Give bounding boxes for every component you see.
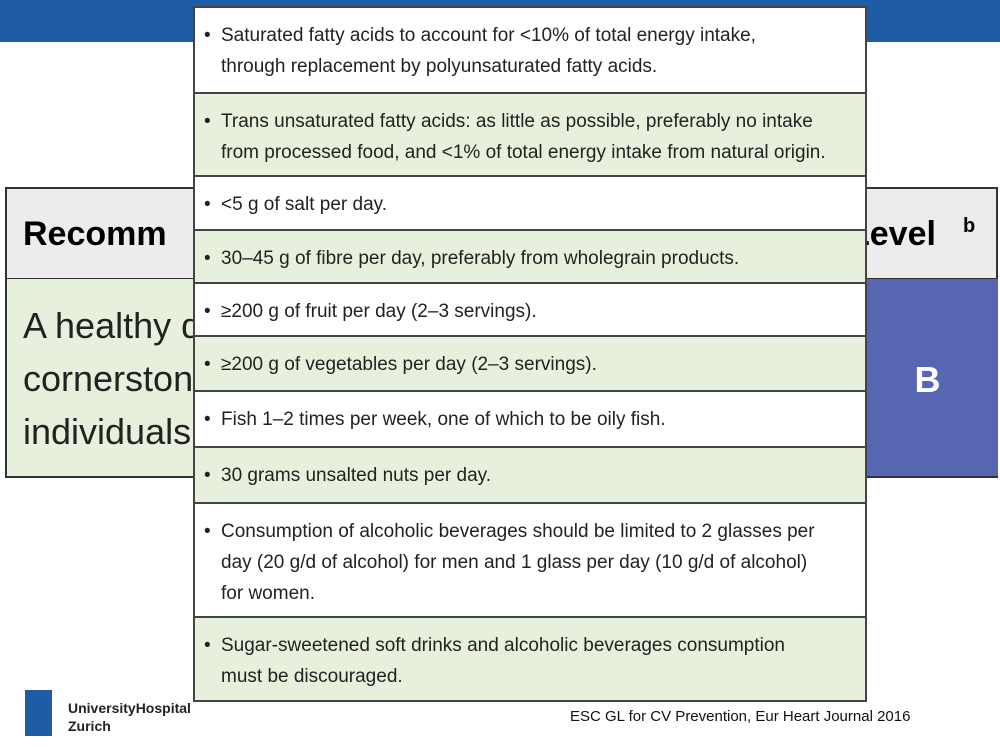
citation: ESC GL for CV Prevention, Eur Heart Jour… (570, 708, 911, 725)
list-line: for women. (221, 583, 315, 604)
superscript: b (963, 215, 976, 237)
list-line: Fish 1–2 times per week, one of which to… (221, 409, 666, 430)
header-cell: Recomm (23, 215, 167, 253)
logo-icon (25, 690, 52, 736)
level: B (914, 359, 941, 400)
list-row: Trans unsaturated fatty acids: as little… (195, 94, 865, 177)
logo-line: Zurich (68, 718, 111, 734)
logo-text: UniversityHospital Zurich (68, 699, 191, 735)
list-row: <5 g of salt per day. (195, 177, 865, 231)
list-line: from processed food, and <1% of total en… (221, 142, 826, 163)
list-line: must be discouraged. (221, 666, 403, 687)
list-row: 30 grams unsalted nuts per day. (195, 448, 865, 504)
body-line: cornerston (23, 358, 194, 399)
list-row: Fish 1–2 times per week, one of which to… (195, 392, 865, 448)
list-line: through replacement by polyunsaturated f… (221, 56, 658, 77)
list-row: ≥200 g of fruit per day (2–3 servings). (195, 284, 865, 337)
body-line: individuals. (23, 411, 202, 452)
level-cell: B (855, 279, 998, 476)
list-row: Saturated fatty acids to account for <10… (195, 8, 865, 94)
list-line: Sugar-sweetened soft drinks and alcoholi… (221, 635, 785, 656)
logo-line: UniversityHospital (68, 700, 191, 716)
list-row: ≥200 g of vegetables per day (2–3 servin… (195, 337, 865, 392)
list-line: ≥200 g of vegetables per day (2–3 servin… (221, 354, 597, 375)
list-row: Sugar-sweetened soft drinks and alcoholi… (195, 618, 865, 700)
list-row: 30–45 g of fibre per day, preferably fro… (195, 231, 865, 284)
list-line: 30–45 g of fibre per day, preferably fro… (221, 248, 740, 269)
recommendation-list: Saturated fatty acids to account for <10… (193, 6, 867, 702)
list-line: <5 g of salt per day. (221, 194, 387, 215)
list-line: day (20 g/d of alcohol) for men and 1 gl… (221, 552, 808, 573)
list-row: Consumption of alcoholic beverages shoul… (195, 504, 865, 618)
body-line: A healthy d (23, 305, 202, 346)
list-line: Trans unsaturated fatty acids: as little… (221, 111, 813, 132)
list-line: Consumption of alcoholic beverages shoul… (221, 521, 815, 542)
list-line: 30 grams unsalted nuts per day. (221, 465, 492, 486)
list-line: ≥200 g of fruit per day (2–3 servings). (221, 301, 537, 322)
list-line: Saturated fatty acids to account for <10… (221, 25, 756, 46)
body-text: A healthy d cornerston individuals. (23, 299, 201, 458)
